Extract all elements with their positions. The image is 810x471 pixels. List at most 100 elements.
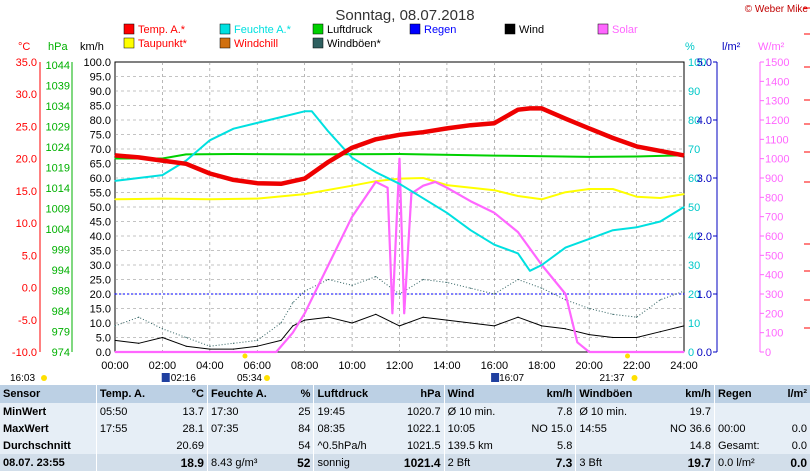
- pressure-tick-label: 1024: [46, 142, 70, 154]
- sun-icon: [41, 375, 47, 381]
- stats-cell: 17:30: [206, 403, 289, 420]
- data-point: [446, 212, 448, 214]
- data-point: [209, 348, 211, 350]
- temp-tick-label: 25.0: [16, 121, 37, 133]
- moonset-label: 02:16: [171, 373, 196, 384]
- data-point: [304, 290, 306, 292]
- temp-tick-label: 20.0: [16, 154, 37, 166]
- humidity-tick-label: 20: [688, 289, 700, 301]
- data-point: [375, 276, 377, 278]
- stats-cell: 5.8: [514, 437, 576, 454]
- stats-cell: ^0.5hPa/h: [313, 437, 389, 454]
- stats-cell: Feuchte A.: [206, 385, 289, 403]
- data-point: [635, 145, 638, 148]
- data-point: [612, 188, 614, 190]
- temp-tick-label: -5.0: [18, 315, 37, 327]
- data-point: [683, 351, 685, 353]
- data-point: [493, 212, 495, 214]
- sunrise-time-label: 05:34: [237, 373, 262, 384]
- temp-tick-label: 35.0: [16, 57, 37, 69]
- data-point: [659, 150, 661, 152]
- data-point: [327, 264, 329, 266]
- data-point: [493, 293, 495, 295]
- data-point: [114, 157, 116, 160]
- legend-label: Taupunkt*: [138, 38, 188, 50]
- series-line-luftdruck: [115, 153, 685, 160]
- data-point: [635, 336, 638, 339]
- wind-tick-label: 85.0: [90, 101, 111, 113]
- time-tick-label: 12:00: [386, 360, 414, 372]
- data-point: [161, 174, 164, 176]
- data-point: [351, 157, 353, 159]
- data-point: [327, 161, 329, 163]
- solar-tick-label: 1200: [765, 115, 789, 127]
- data-point: [635, 226, 638, 228]
- data-point: [161, 198, 164, 200]
- stats-cell: 19.7: [652, 454, 715, 471]
- data-point: [351, 322, 353, 324]
- data-point: [209, 198, 211, 200]
- data-point: [185, 345, 187, 347]
- data-point: [588, 334, 590, 336]
- stats-cell: 13.7: [163, 403, 208, 420]
- temp-tick-label: 5.0: [22, 250, 37, 262]
- data-point: [541, 107, 543, 109]
- wind-tick-label: 25.0: [90, 275, 111, 287]
- humidity-tick-label: 70: [688, 144, 700, 156]
- stats-cell: 17:55: [95, 420, 164, 437]
- pressure-tick-label: 999: [52, 245, 70, 257]
- legend-label: Luftdruck: [327, 24, 373, 36]
- wind-tick-label: 40.0: [90, 231, 111, 243]
- data-point: [470, 287, 472, 289]
- data-point: [304, 153, 306, 155]
- data-point: [659, 220, 661, 223]
- stats-cell: 54: [288, 437, 314, 454]
- data-point: [612, 351, 614, 353]
- stats-cell: [575, 437, 653, 454]
- data-point: [327, 278, 329, 281]
- time-tick-label: 14:00: [433, 360, 461, 372]
- wind-tick-label: 15.0: [90, 304, 111, 316]
- solar-tick-label: 1500: [765, 57, 789, 69]
- data-point: [398, 153, 401, 155]
- pressure-tick-label: 1019: [46, 163, 70, 175]
- stats-cell: 8.43 g/m³: [206, 454, 289, 471]
- data-point: [422, 177, 424, 179]
- wind-tick-label: 60.0: [90, 173, 111, 185]
- stats-cell: 19:45: [313, 403, 389, 420]
- data-point: [659, 197, 661, 199]
- temp-axis-unit: °C: [18, 41, 30, 53]
- data-point: [375, 138, 377, 140]
- stats-cell: [206, 437, 289, 454]
- data-point: [635, 316, 638, 318]
- pressure-tick-label: 1009: [46, 204, 70, 216]
- data-point: [327, 316, 329, 318]
- data-point: [232, 342, 235, 344]
- pressure-tick-label: 1034: [46, 101, 70, 113]
- data-point: [351, 284, 353, 286]
- data-point: [351, 216, 353, 218]
- legend-swatch: [219, 37, 231, 49]
- wind-axis-unit: km/h: [80, 41, 104, 53]
- data-point: [114, 154, 116, 157]
- time-tick-label: 20:00: [575, 360, 603, 372]
- data-point: [114, 198, 116, 200]
- wind-tick-label: 10.0: [90, 318, 111, 330]
- pressure-tick-label: 974: [52, 347, 70, 359]
- data-point: [114, 339, 116, 341]
- copyright-text: © Weber Mike: [745, 4, 809, 15]
- wind-tick-label: 55.0: [90, 188, 111, 200]
- stats-row-label: MinWert: [0, 403, 97, 420]
- stats-cell: 10:05: [443, 420, 515, 437]
- data-point: [576, 341, 578, 343]
- legend-swatch: [123, 23, 135, 35]
- data-point: [564, 191, 567, 193]
- rain-tick-label: 4.0: [697, 115, 712, 127]
- stats-cell: [713, 403, 777, 420]
- data-point: [114, 351, 116, 353]
- data-point: [683, 290, 685, 292]
- data-point: [304, 319, 306, 321]
- data-point: [635, 351, 638, 353]
- data-point: [588, 238, 590, 240]
- data-point: [517, 231, 519, 233]
